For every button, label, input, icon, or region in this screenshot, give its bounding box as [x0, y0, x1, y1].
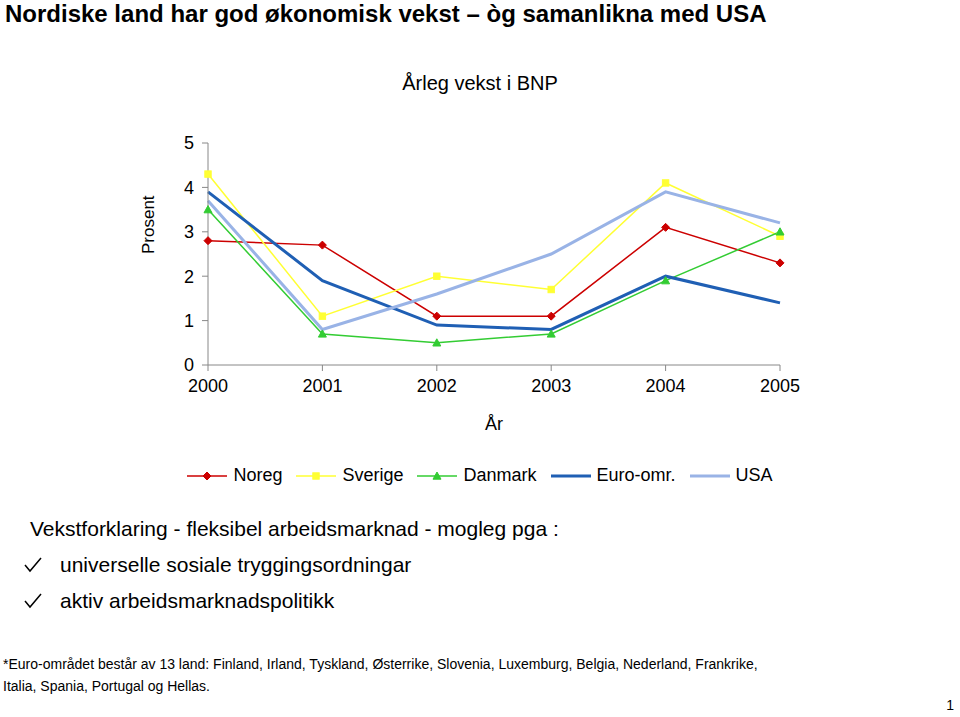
svg-text:2000: 2000: [188, 376, 228, 396]
html-text:Årleg vekst i BNP: Årleg vekst i BNP: [402, 72, 558, 94]
html-text:Noreg: Noreg: [233, 465, 283, 485]
svg-text:2004: 2004: [646, 376, 686, 396]
svg-text:1: 1: [184, 311, 194, 331]
html-text:USA: USA: [735, 465, 773, 485]
svg-text:2: 2: [184, 267, 194, 287]
svg-text:5: 5: [184, 133, 194, 153]
svg-text:2003: 2003: [531, 376, 571, 396]
svg-text:3: 3: [184, 222, 194, 242]
svg-text:År: År: [485, 414, 503, 434]
svg-text:0: 0: [184, 355, 194, 375]
html-text:aktiv arbeidsmarknadspolitikk: aktiv arbeidsmarknadspolitikk: [60, 589, 335, 612]
html-text:Sverige: Sverige: [342, 465, 404, 485]
svg-text:2005: 2005: [760, 376, 800, 396]
html-text:Euro-omr.: Euro-omr.: [596, 465, 676, 485]
html-text:1: 1: [946, 697, 954, 713]
html-text:universelle sosiale tryggingso: universelle sosiale tryggingsordningar: [60, 553, 412, 576]
html-text:Italia, Spania, Portugal og He: Italia, Spania, Portugal og Hellas.: [3, 678, 210, 694]
html-text:*Euro-området består av 13 lan: *Euro-området består av 13 land: Finland…: [3, 656, 758, 672]
html-text:Vekstforklaring - fleksibel ar: Vekstforklaring - fleksibel arbeidsmarkn…: [30, 517, 559, 540]
html-text:Danmark: Danmark: [463, 465, 537, 485]
svg-text:2002: 2002: [417, 376, 457, 396]
html-text:Nordiske land har god økonomis: Nordiske land har god økonomisk vekst – …: [5, 0, 767, 27]
svg-text:2001: 2001: [302, 376, 342, 396]
svg-text:4: 4: [184, 178, 194, 198]
svg-text:Prosent: Prosent: [139, 195, 158, 254]
